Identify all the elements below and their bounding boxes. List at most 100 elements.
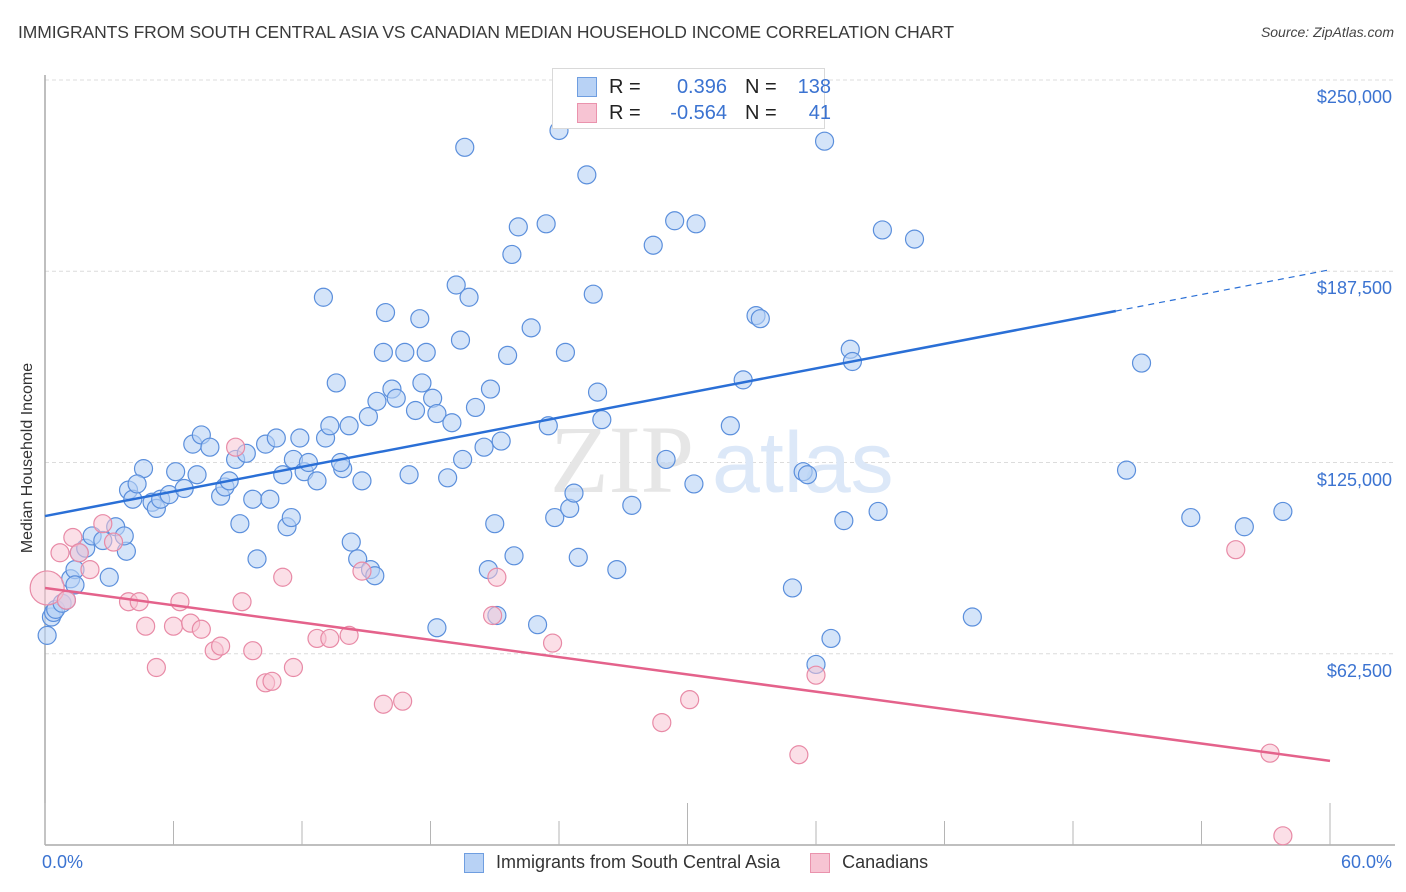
y-tick-label: $250,000	[1316, 87, 1392, 107]
data-point-immigrants	[442, 413, 462, 433]
data-point-immigrants	[459, 287, 479, 307]
legend-n-label: N =	[745, 101, 777, 124]
data-point-immigrants	[1234, 517, 1254, 537]
data-point-immigrants	[37, 625, 57, 645]
data-point-immigrants	[446, 275, 466, 295]
data-point-canadians	[69, 543, 89, 563]
data-point-canadians	[373, 694, 393, 714]
data-point-immigrants	[281, 507, 301, 528]
data-point-immigrants	[187, 465, 207, 485]
data-point-immigrants	[720, 416, 740, 436]
axes	[44, 75, 1395, 846]
data-point-immigrants	[260, 489, 280, 509]
chart-title: IMMIGRANTS FROM SOUTH CENTRAL ASIA VS CA…	[18, 22, 954, 42]
data-point-immigrants	[438, 468, 458, 488]
x-tick-label-max: 60.0%	[1340, 852, 1392, 872]
legend-swatch-blue	[464, 852, 484, 873]
data-point-canadians	[50, 543, 70, 563]
data-point-canadians	[789, 745, 809, 765]
data-point-immigrants	[1131, 353, 1152, 373]
data-point-immigrants	[643, 235, 663, 255]
legend-item-immigrants[interactable]: Immigrants from South Central Asia	[464, 852, 780, 873]
data-point-immigrants	[592, 410, 612, 430]
data-point-immigrants	[521, 318, 541, 338]
legend-label-immigrants: Immigrants from South Central Asia	[496, 852, 781, 872]
data-point-immigrants	[395, 342, 415, 362]
legend-label-canadians: Canadians	[842, 852, 929, 872]
data-point-immigrants	[504, 546, 524, 566]
data-point-canadians	[352, 561, 372, 581]
data-point-immigrants	[453, 449, 473, 470]
data-point-immigrants	[821, 628, 841, 649]
data-point-immigrants	[868, 501, 888, 522]
data-point-immigrants	[622, 495, 642, 515]
data-point-immigrants	[665, 211, 685, 231]
data-point-immigrants	[375, 302, 396, 323]
data-point-immigrants	[65, 575, 85, 595]
data-point-immigrants	[427, 403, 447, 424]
data-point-immigrants	[127, 474, 147, 494]
data-point-immigrants	[339, 416, 359, 436]
data-point-immigrants	[491, 431, 511, 451]
data-point-canadians	[339, 625, 359, 645]
data-point-immigrants	[298, 452, 319, 473]
data-point-immigrants	[341, 532, 361, 552]
data-point-immigrants	[480, 379, 501, 399]
legend-r-label: R =	[609, 75, 641, 98]
data-point-immigrants	[386, 388, 406, 408]
y-axis-title: Median Household Income	[19, 362, 36, 554]
data-point-canadians	[320, 628, 340, 649]
legend-row-immigrants: R = 0.396 N = 138	[577, 75, 831, 99]
data-point-immigrants	[307, 471, 327, 491]
data-point-canadians	[393, 691, 413, 711]
data-point-immigrants	[399, 465, 419, 485]
data-point-canadians	[483, 605, 503, 626]
data-point-immigrants	[455, 137, 475, 157]
data-point-canadians	[1273, 826, 1293, 846]
data-point-immigrants	[313, 287, 334, 307]
data-point-canadians	[136, 616, 156, 636]
data-point-canadians	[806, 665, 826, 685]
data-point-immigrants	[568, 547, 588, 567]
data-point-immigrants	[247, 549, 267, 569]
data-point-canadians	[1226, 540, 1246, 560]
data-point-immigrants	[290, 428, 310, 448]
trend-lines	[44, 269, 1331, 763]
data-point-immigrants	[583, 284, 603, 304]
y-tick-label: $125,000	[1316, 469, 1392, 490]
data-point-immigrants	[555, 342, 576, 362]
source-label: Source: ZipAtlas.com	[1260, 24, 1394, 40]
data-point-canadians	[163, 616, 184, 636]
data-point-immigrants	[230, 514, 250, 534]
data-point-immigrants	[243, 489, 263, 509]
data-point-canadians	[226, 437, 246, 457]
data-point-immigrants	[326, 373, 346, 393]
data-point-immigrants	[200, 437, 220, 457]
data-point-immigrants	[373, 342, 393, 362]
data-point-immigrants	[587, 382, 608, 402]
data-point-immigrants	[405, 400, 426, 421]
data-point-immigrants	[1116, 460, 1137, 480]
data-point-immigrants	[166, 462, 186, 482]
data-point-immigrants	[474, 437, 494, 457]
data-point-canadians	[232, 592, 252, 612]
data-point-immigrants	[320, 416, 340, 436]
data-point-canadians	[262, 671, 282, 691]
legend-item-canadians[interactable]: Canadians	[810, 852, 928, 873]
data-point-canadians	[146, 657, 166, 678]
data-point-immigrants	[330, 452, 351, 473]
data-point-immigrants	[427, 618, 447, 638]
data-point-immigrants	[367, 391, 387, 411]
correlation-legend: R = 0.396 N = 138 R = -0.564 N = 41	[552, 68, 831, 129]
data-point-immigrants	[502, 244, 522, 265]
data-point-immigrants	[577, 165, 597, 185]
series-immigrants-points	[37, 120, 1293, 675]
data-point-immigrants	[508, 217, 528, 237]
legend-n-value: 138	[797, 75, 831, 98]
legend-row-canadians: R = -0.564 N = 41	[577, 101, 831, 125]
trend-line-immigrants-extrapolated	[1115, 269, 1331, 312]
data-point-immigrants	[1181, 507, 1201, 528]
legend-n-label: N =	[745, 75, 777, 98]
data-point-immigrants	[465, 397, 486, 418]
